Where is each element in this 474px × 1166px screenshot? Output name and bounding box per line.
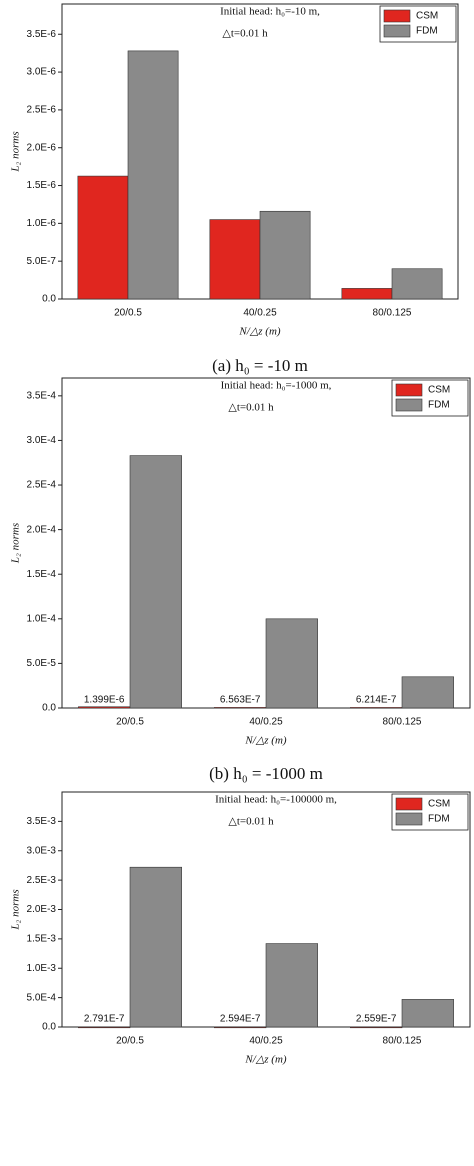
y-tick-label: 3.0E-4 — [27, 435, 57, 446]
y-tick-label: 2.5E-6 — [27, 105, 57, 116]
y-tick-label: 0.0 — [42, 1022, 56, 1033]
x-tick-label: 20/0.5 — [116, 717, 144, 728]
x-tick-label: 40/0.25 — [249, 1036, 283, 1047]
legend-swatch — [395, 797, 423, 811]
bar — [78, 1026, 131, 1029]
legend-swatch — [395, 383, 423, 397]
y-tick-label: 1.5E-4 — [27, 569, 57, 580]
value-label: 2.791E-7 — [84, 1014, 125, 1025]
x-tick-label: 80/0.125 — [383, 717, 422, 728]
chart-title: Initial head: h₀=-10 m, — [220, 6, 320, 18]
y-tick-label: 2.0E-6 — [27, 142, 57, 153]
bar — [259, 210, 311, 300]
chart-title: Initial head: h₀=-1000 m, — [221, 380, 332, 392]
legend-swatch — [395, 812, 423, 826]
x-tick-label: 80/0.125 — [383, 1036, 422, 1047]
y-tick-label: 1.0E-6 — [27, 218, 57, 229]
y-axis-label: L₂ norms — [10, 889, 22, 930]
y-tick-label: 1.0E-3 — [27, 963, 57, 974]
bar — [78, 706, 131, 709]
y-axis-label: L₂ norms — [10, 523, 22, 564]
bar — [129, 866, 182, 1028]
value-label: 1.399E-6 — [84, 695, 125, 706]
bar — [265, 943, 318, 1028]
bar — [129, 455, 182, 709]
y-tick-label: 1.0E-4 — [27, 613, 57, 624]
legend-label: FDM — [416, 26, 438, 37]
legend-swatch — [383, 9, 411, 23]
y-tick-label: 1.5E-3 — [27, 934, 57, 945]
legend-label: FDM — [428, 400, 450, 411]
x-tick-label: 40/0.25 — [243, 308, 277, 319]
x-tick-label: 20/0.5 — [114, 308, 142, 319]
y-tick-label: 5.0E-5 — [27, 658, 57, 669]
bar — [214, 1026, 267, 1029]
bar — [391, 268, 443, 300]
y-tick-label: 2.0E-3 — [27, 904, 57, 915]
legend-label: CSM — [428, 799, 450, 810]
legend-label: CSM — [428, 385, 450, 396]
chart-title: Initial head: h₀=-100000 m, — [215, 794, 337, 806]
x-axis-label: N/△z (m) — [238, 326, 280, 338]
x-axis-label: N/△z (m) — [244, 735, 286, 747]
bar — [401, 676, 454, 709]
value-label: 6.563E-7 — [220, 695, 261, 706]
legend-label: CSM — [416, 11, 438, 22]
x-tick-label: 20/0.5 — [116, 1036, 144, 1047]
y-tick-label: 2.5E-3 — [27, 875, 57, 886]
chart-title: △t=0.01 h — [228, 402, 274, 414]
y-tick-label: 0.0 — [42, 294, 56, 305]
value-label: 2.559E-7 — [356, 1014, 397, 1025]
chart-title: △t=0.01 h — [222, 28, 268, 40]
y-tick-label: 1.5E-6 — [27, 180, 57, 191]
bar — [401, 999, 454, 1028]
x-tick-label: 40/0.25 — [249, 717, 283, 728]
x-axis-label: N/△z (m) — [244, 1054, 286, 1066]
bar — [77, 175, 129, 300]
bar — [265, 618, 318, 709]
y-tick-label: 2.5E-4 — [27, 480, 57, 491]
y-tick-label: 2.0E-4 — [27, 524, 57, 535]
caption: (a) h₀ = -10 m — [212, 356, 308, 375]
x-tick-label: 80/0.125 — [373, 308, 412, 319]
y-tick-label: 3.0E-6 — [27, 67, 57, 78]
legend-swatch — [383, 24, 411, 38]
y-tick-label: 5.0E-7 — [27, 256, 57, 267]
y-tick-label: 0.0 — [42, 703, 56, 714]
legend-swatch — [395, 398, 423, 412]
bar — [209, 219, 261, 300]
bar — [127, 50, 179, 300]
y-axis-label: L₂ norms — [10, 131, 22, 172]
y-tick-label: 3.5E-6 — [27, 29, 57, 40]
y-tick-label: 3.5E-4 — [27, 390, 57, 401]
bar — [350, 707, 403, 709]
caption: (b) h₀ = -1000 m — [209, 764, 323, 783]
bar — [341, 288, 393, 300]
legend-label: FDM — [428, 814, 450, 825]
value-label: 2.594E-7 — [220, 1014, 261, 1025]
bar — [214, 707, 267, 709]
y-tick-label: 3.0E-3 — [27, 845, 57, 856]
y-tick-label: 5.0E-4 — [27, 992, 57, 1003]
bar — [350, 1026, 403, 1029]
y-tick-label: 3.5E-3 — [27, 816, 57, 827]
value-label: 6.214E-7 — [356, 695, 397, 706]
chart-title: △t=0.01 h — [228, 816, 274, 828]
